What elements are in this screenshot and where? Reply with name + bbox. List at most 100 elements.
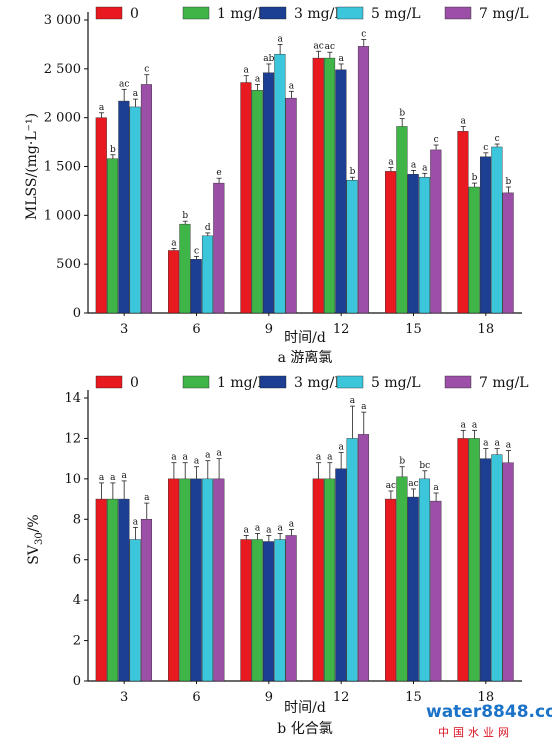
chart-a-significance-label: a	[388, 157, 394, 167]
chart-a-significance-label: a	[99, 103, 105, 113]
chart-a-significance-label: c	[144, 65, 149, 75]
chart-b-bar	[107, 498, 119, 682]
chart-a-significance-label: c	[434, 135, 439, 145]
chart-b-legend-swatch	[444, 375, 472, 389]
chart-a-significance-label: c	[361, 30, 366, 40]
watermark-logo: water8848.com 中国水业网	[426, 702, 552, 739]
chart-b-significance-label: a	[205, 451, 211, 461]
chart-a-bar	[213, 182, 225, 314]
chart-b-significance-label: a	[506, 441, 512, 451]
chart-a-bar	[190, 259, 202, 314]
chart-a-legend-label: 7 mg/L	[479, 6, 529, 22]
chart-a-significance-label: b	[472, 173, 478, 183]
chart-b-bar	[118, 498, 130, 682]
chart-a-legend-label: 1 mg/L	[217, 6, 267, 22]
chart-a-x-tick-label: 6	[192, 322, 200, 337]
chart-a-significance-label: b	[110, 145, 116, 155]
chart-a-bar	[129, 106, 141, 314]
chart-a-bar	[491, 146, 503, 314]
chart-a-significance-label: a	[133, 89, 139, 99]
chart-b-significance-label: a	[266, 525, 272, 535]
chart-a-bar	[179, 223, 191, 314]
chart-b-y-tick-label: 12	[64, 431, 81, 446]
chart-b-y-tick-label: 0	[73, 674, 81, 689]
chart-b-legend-swatch	[336, 375, 364, 389]
chart-a-significance-label: a	[277, 34, 283, 44]
chart-b-significance-label: a	[483, 439, 489, 449]
chart-b-significance-label: bc	[419, 461, 430, 471]
chart-a-legend-label: 3 mg/L	[294, 6, 344, 22]
chart-a-x-tick-label: 18	[478, 322, 495, 337]
chart-b-significance-label: a	[472, 420, 478, 430]
chart-a-significance-label: a	[171, 239, 177, 249]
chart-a-bar	[274, 53, 286, 314]
chart-a-y-axis-title: MLSS/(mg·L⁻¹)	[24, 113, 40, 220]
chart-a-significance-label: ac	[119, 79, 129, 89]
chart-a-bar	[312, 57, 324, 314]
chart-b-bar	[491, 454, 503, 682]
chart-a-bar	[468, 186, 480, 314]
chart-a-significance-label: b	[350, 167, 356, 177]
chart-b-significance-label: a	[110, 473, 116, 483]
chart-b-bar	[262, 541, 275, 682]
chart-a-bar	[118, 100, 130, 314]
chart-b-legend-swatch	[95, 375, 123, 389]
chart-b-y-tick-label: 2	[73, 634, 81, 649]
chart-b-bar	[457, 438, 469, 682]
chart-b-bar	[213, 478, 225, 682]
chart-b-y-tick-label: 10	[64, 472, 81, 487]
chart-b-significance-label: a	[194, 457, 200, 467]
chart-a-bar	[502, 192, 514, 314]
chart-a-significance-label: ac	[313, 41, 323, 51]
chart-a-significance-label: b	[182, 211, 188, 221]
chart-b-legend-swatch	[182, 375, 210, 389]
chart-a-significance-label: a	[244, 66, 250, 76]
chart-a-bar	[140, 84, 153, 314]
chart-a-bar	[201, 235, 214, 314]
chart-a-y-tick-label: 500	[56, 257, 81, 272]
chart-a-significance-label: d	[205, 223, 211, 233]
chart-b-bar	[274, 539, 286, 682]
chart-b-bar	[179, 478, 191, 682]
chart-b-significance-label: a	[361, 402, 367, 412]
chart-b-bar	[95, 498, 107, 682]
chart-a-bar	[107, 158, 119, 314]
chart-a-significance-label: c	[194, 246, 199, 256]
chart-a-significance-label: a	[289, 81, 295, 91]
chart-b-significance-label: a	[121, 471, 127, 481]
chart-b-y-axis-title-part: /%	[26, 514, 42, 532]
chart-b-significance-label: a	[338, 443, 344, 453]
chart-a-significance-label: a	[422, 163, 428, 173]
chart-b-bar	[240, 539, 252, 682]
chart-a-bar	[418, 177, 431, 314]
chart-a-significance-label: b	[399, 109, 405, 119]
chart-b-significance-label: a	[494, 439, 500, 449]
chart-b-significance-label: a	[99, 473, 105, 483]
chart-b-bar	[418, 478, 431, 682]
chart-b-significance-label: a	[461, 420, 467, 430]
chart-b-bar	[190, 478, 202, 682]
chart-b-significance-label: a	[289, 519, 295, 529]
chart-b-significance-label: a	[255, 523, 261, 533]
chart-b-legend-label: 5 mg/L	[371, 375, 421, 391]
chart-a-bar	[240, 82, 252, 314]
chart-a-legend-label: 0	[130, 6, 139, 22]
chart-a-bar	[357, 46, 370, 314]
chart-b-significance-label: a	[171, 453, 177, 463]
chart-a-x-tick-label: 9	[265, 322, 273, 337]
chart-a-bar	[385, 171, 397, 314]
chart-b-significance-label: a	[216, 449, 222, 459]
chart-a-significance-label: ac	[325, 42, 335, 52]
chart-a-significance-label: a	[411, 160, 417, 170]
chart-a-bar	[262, 72, 275, 314]
chart-b-bar	[168, 478, 180, 682]
chart-a-bar	[430, 149, 442, 314]
chart-b-bar	[251, 539, 263, 682]
chart-a-bar	[346, 179, 358, 314]
chart-b-y-tick-label: 8	[73, 512, 81, 527]
chart-a-y-tick-label: 2 500	[44, 62, 81, 77]
chart-b-legend-label: 3 mg/L	[294, 375, 344, 391]
